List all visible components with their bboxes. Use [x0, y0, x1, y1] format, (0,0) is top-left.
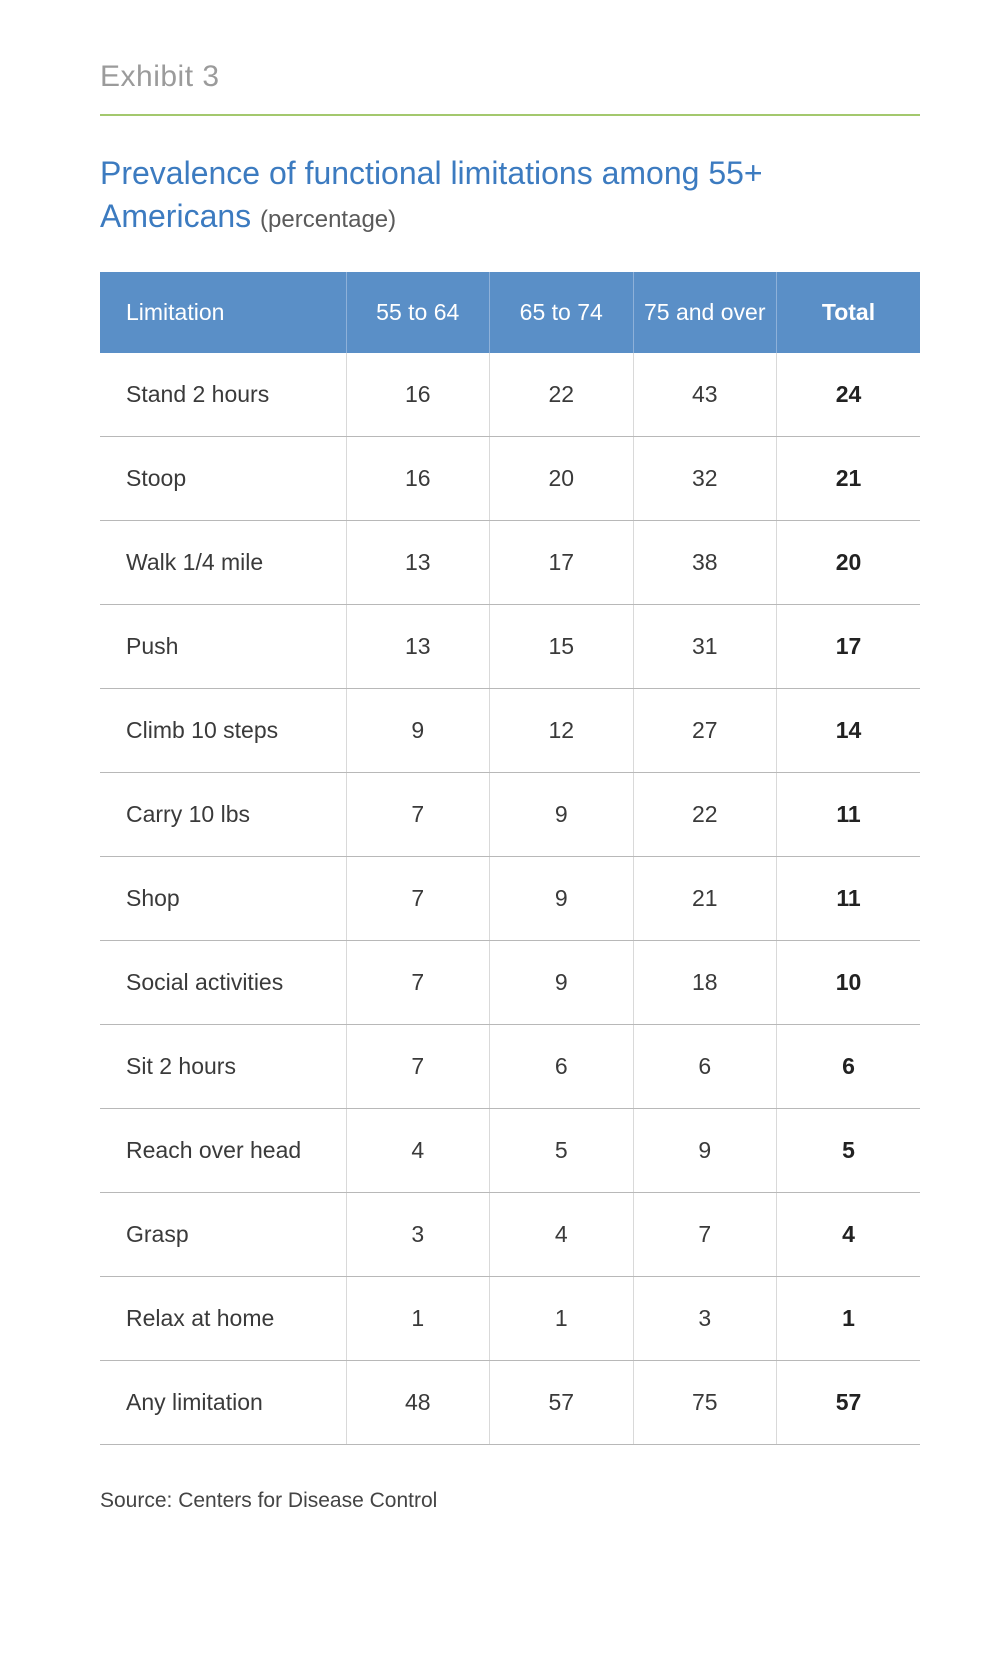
col-header-55-64: 55 to 64 — [346, 272, 490, 353]
row-total: 5 — [777, 1109, 921, 1193]
row-total: 11 — [777, 773, 921, 857]
row-value: 22 — [633, 773, 777, 857]
row-label: Climb 10 steps — [100, 689, 346, 773]
row-label: Grasp — [100, 1193, 346, 1277]
row-value: 20 — [490, 437, 634, 521]
row-label: Social activities — [100, 941, 346, 1025]
table-row: Climb 10 steps9122714 — [100, 689, 920, 773]
row-value: 27 — [633, 689, 777, 773]
row-total: 24 — [777, 353, 921, 437]
row-total: 4 — [777, 1193, 921, 1277]
title-main: Prevalence of functional limitations amo… — [100, 155, 763, 234]
row-value: 7 — [346, 773, 490, 857]
row-value: 3 — [346, 1193, 490, 1277]
table-header: Limitation 55 to 64 65 to 74 75 and over… — [100, 272, 920, 353]
col-header-75-over: 75 and over — [633, 272, 777, 353]
row-total: 10 — [777, 941, 921, 1025]
exhibit-label: Exhibit 3 — [100, 60, 920, 116]
table-row: Relax at home1131 — [100, 1277, 920, 1361]
row-label: Relax at home — [100, 1277, 346, 1361]
row-value: 7 — [346, 941, 490, 1025]
row-total: 6 — [777, 1025, 921, 1109]
row-value: 5 — [490, 1109, 634, 1193]
row-value: 21 — [633, 857, 777, 941]
row-value: 16 — [346, 437, 490, 521]
row-value: 7 — [346, 1025, 490, 1109]
row-value: 57 — [490, 1361, 634, 1445]
row-value: 7 — [346, 857, 490, 941]
row-value: 7 — [633, 1193, 777, 1277]
row-value: 4 — [346, 1109, 490, 1193]
row-label: Walk 1/4 mile — [100, 521, 346, 605]
row-total: 17 — [777, 605, 921, 689]
row-total: 1 — [777, 1277, 921, 1361]
row-value: 6 — [633, 1025, 777, 1109]
row-value: 43 — [633, 353, 777, 437]
row-label: Sit 2 hours — [100, 1025, 346, 1109]
row-value: 1 — [346, 1277, 490, 1361]
row-value: 9 — [490, 857, 634, 941]
row-value: 17 — [490, 521, 634, 605]
source-note: Source: Centers for Disease Control — [100, 1489, 920, 1513]
limitations-table: Limitation 55 to 64 65 to 74 75 and over… — [100, 272, 920, 1445]
row-total: 21 — [777, 437, 921, 521]
row-total: 14 — [777, 689, 921, 773]
table-row: Walk 1/4 mile13173820 — [100, 521, 920, 605]
row-value: 38 — [633, 521, 777, 605]
row-value: 75 — [633, 1361, 777, 1445]
exhibit-title: Prevalence of functional limitations amo… — [100, 152, 920, 238]
row-value: 48 — [346, 1361, 490, 1445]
row-value: 1 — [490, 1277, 634, 1361]
col-header-total: Total — [777, 272, 921, 353]
row-value: 16 — [346, 353, 490, 437]
row-label: Stoop — [100, 437, 346, 521]
page-container: Exhibit 3 Prevalence of functional limit… — [0, 0, 1000, 1513]
row-label: Stand 2 hours — [100, 353, 346, 437]
table-row: Stoop16203221 — [100, 437, 920, 521]
table-row: Sit 2 hours7666 — [100, 1025, 920, 1109]
table-row: Social activities791810 — [100, 941, 920, 1025]
row-value: 9 — [490, 941, 634, 1025]
row-value: 3 — [633, 1277, 777, 1361]
table-header-row: Limitation 55 to 64 65 to 74 75 and over… — [100, 272, 920, 353]
table-row: Carry 10 lbs792211 — [100, 773, 920, 857]
row-total: 57 — [777, 1361, 921, 1445]
row-value: 15 — [490, 605, 634, 689]
table-row: Any limitation48577557 — [100, 1361, 920, 1445]
row-value: 22 — [490, 353, 634, 437]
col-header-limitation: Limitation — [100, 272, 346, 353]
title-subtitle: (percentage) — [260, 206, 396, 233]
row-value: 9 — [633, 1109, 777, 1193]
table-row: Stand 2 hours16224324 — [100, 353, 920, 437]
row-label: Carry 10 lbs — [100, 773, 346, 857]
row-value: 13 — [346, 521, 490, 605]
row-label: Reach over head — [100, 1109, 346, 1193]
row-value: 31 — [633, 605, 777, 689]
row-label: Shop — [100, 857, 346, 941]
row-value: 12 — [490, 689, 634, 773]
row-total: 11 — [777, 857, 921, 941]
row-total: 20 — [777, 521, 921, 605]
row-value: 32 — [633, 437, 777, 521]
row-value: 4 — [490, 1193, 634, 1277]
row-value: 9 — [346, 689, 490, 773]
table-row: Reach over head4595 — [100, 1109, 920, 1193]
row-value: 9 — [490, 773, 634, 857]
table-row: Grasp3474 — [100, 1193, 920, 1277]
table-row: Shop792111 — [100, 857, 920, 941]
row-label: Push — [100, 605, 346, 689]
row-value: 6 — [490, 1025, 634, 1109]
table-body: Stand 2 hours16224324Stoop16203221Walk 1… — [100, 353, 920, 1445]
row-label: Any limitation — [100, 1361, 346, 1445]
row-value: 18 — [633, 941, 777, 1025]
row-value: 13 — [346, 605, 490, 689]
col-header-65-74: 65 to 74 — [490, 272, 634, 353]
table-row: Push13153117 — [100, 605, 920, 689]
